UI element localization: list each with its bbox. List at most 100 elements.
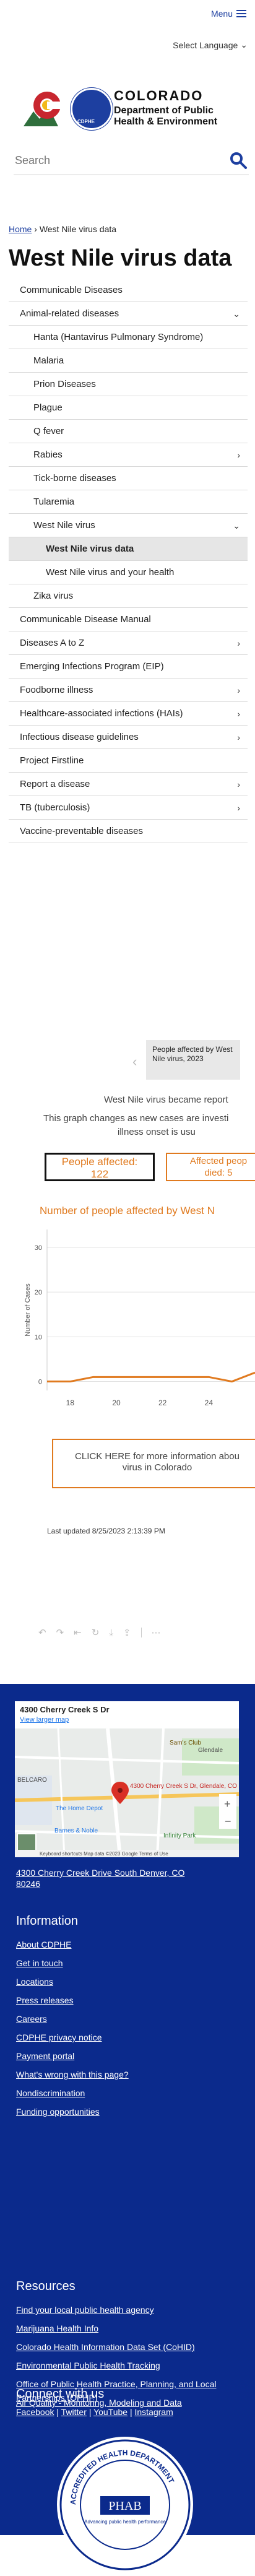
sidebar-item[interactable]: Vaccine-preventable diseases: [9, 820, 248, 843]
revert-icon[interactable]: ⇤: [74, 1628, 82, 1638]
sidebar-item[interactable]: Zika virus: [9, 584, 248, 608]
sidebar-item-label: West Nile virus: [33, 520, 95, 531]
sidebar-item[interactable]: Plague: [9, 396, 248, 420]
footer-information-link[interactable]: Funding opportunities: [16, 2107, 100, 2117]
chevron-right-icon[interactable]: ›: [237, 803, 240, 813]
social-link[interactable]: Facebook: [16, 2407, 54, 2417]
sidebar-item[interactable]: Q fever: [9, 420, 248, 443]
footer-resource-link[interactable]: Colorado Health Information Data Set (Co…: [16, 2342, 195, 2352]
resources-heading: Resources: [16, 2279, 76, 2293]
logo-line2: Department of Public Health & Environment: [114, 105, 218, 127]
cdphe-logo[interactable]: CDPHE COLORADO Department of Public Healt…: [14, 88, 249, 131]
chevron-right-icon[interactable]: ›: [237, 732, 240, 742]
sidebar-item[interactable]: Prion Diseases: [9, 373, 248, 396]
sidebar-item[interactable]: Report a disease ›: [9, 773, 248, 796]
footer-information-link[interactable]: CDPHE privacy notice: [16, 2032, 102, 2042]
footer-resource-link[interactable]: Office of Public Health Practice, Planni…: [16, 2379, 217, 2403]
intro-text-1: West Nile virus became report: [104, 1095, 228, 1105]
chevron-right-icon[interactable]: ›: [237, 709, 240, 719]
sidebar-item[interactable]: Healthcare-associated infections (HAIs) ›: [9, 702, 248, 726]
view-larger-map-link[interactable]: View larger map: [20, 1716, 69, 1724]
phab-accreditation-seal: ACCREDITED HEALTH DEPARTMENT PHAB Advanc…: [57, 2437, 193, 2573]
breadcrumb-separator: ›: [34, 224, 37, 234]
breadcrumb-current: West Nile virus data: [39, 224, 117, 234]
sidebar-item-label: Emerging Infections Program (EIP): [20, 661, 164, 672]
x-tick-label: 22: [158, 1399, 167, 1407]
more-icon[interactable]: ⋯: [151, 1628, 161, 1638]
sidebar-item[interactable]: Tularemia: [9, 490, 248, 514]
breadcrumb-home-link[interactable]: Home: [9, 224, 32, 234]
sidebar-item[interactable]: Foodborne illness ›: [9, 679, 248, 702]
sidebar-item[interactable]: Tick-borne diseases: [9, 467, 248, 490]
sidebar-item-label: TB (tuberculosis): [20, 802, 90, 813]
chevron-right-icon[interactable]: ›: [237, 638, 240, 648]
sidebar-item[interactable]: Hanta (Hantavirus Pulmonary Syndrome): [9, 326, 248, 349]
series-line: [47, 1371, 255, 1383]
sidebar-item[interactable]: Malaria: [9, 349, 248, 373]
map-pin-label: 4300 Cherry Creek S Dr, Glendale, CO 802…: [130, 1783, 239, 1790]
chevron-right-icon[interactable]: ›: [237, 685, 240, 695]
footer-resource-link[interactable]: Air Quality - Monitoring, Modeling and D…: [16, 2398, 182, 2408]
sidebar-item[interactable]: Project Firstline: [9, 749, 248, 773]
sidebar-item-label: Communicable Disease Manual: [20, 614, 151, 625]
breadcrumb: Home › West Nile virus data: [9, 224, 116, 234]
footer-information-link[interactable]: What's wrong with this page?: [16, 2070, 129, 2079]
resources-links: Find your local public health agency Mari…: [16, 2303, 255, 2414]
address-link[interactable]: 4300 Cherry Creek Drive South Denver, CO…: [16, 1868, 185, 1889]
google-map[interactable]: Sam's Club Glendale The Home Depot BELCA…: [15, 1701, 239, 1857]
chevron-right-icon[interactable]: ›: [237, 450, 240, 460]
social-link[interactable]: Twitter: [61, 2407, 87, 2417]
chevron-down-icon[interactable]: ⌄: [233, 309, 240, 319]
sidebar-item[interactable]: Emerging Infections Program (EIP): [9, 655, 248, 679]
language-select[interactable]: Select Language ⌄: [173, 40, 248, 50]
sidebar-item-label: Plague: [33, 402, 63, 413]
menu-button[interactable]: Menu: [211, 9, 246, 19]
footer-information-link[interactable]: Get in touch: [16, 1958, 63, 1968]
search-input[interactable]: [14, 154, 220, 168]
tooltip: People affected by West Nile virus, 2023: [146, 1040, 240, 1080]
undo-icon[interactable]: ↶: [38, 1628, 46, 1638]
sidebar-item[interactable]: West Nile virus data: [9, 537, 248, 561]
download-icon[interactable]: ⤓: [109, 1627, 113, 1638]
search-icon[interactable]: [229, 151, 248, 170]
colorado-c-icon: [24, 92, 62, 126]
footer-information-link[interactable]: About CDPHE: [16, 1940, 72, 1949]
footer-information-link[interactable]: Press releases: [16, 1995, 74, 2005]
sidebar-item[interactable]: Rabies ›: [9, 443, 248, 467]
footer-resource-link[interactable]: Environmental Public Health Tracking: [16, 2361, 160, 2370]
footer-resource-link[interactable]: Marijuana Health Info: [16, 2323, 99, 2333]
chart-title: Number of people affected by West N: [40, 1205, 215, 1216]
side-nav: Communicable Diseases Animal-related dise…: [9, 279, 248, 843]
sidebar-item[interactable]: Infectious disease guidelines ›: [9, 726, 248, 749]
social-link[interactable]: YouTube: [93, 2407, 128, 2417]
zoom-in-icon: +: [224, 1798, 231, 1810]
stat-people-affected[interactable]: People affected: 122: [45, 1153, 155, 1181]
chevron-down-icon: ⌄: [240, 40, 248, 50]
more-info-button[interactable]: CLICK HERE for more information abou vir…: [52, 1439, 255, 1488]
map-label: Infinity Park: [163, 1832, 196, 1839]
sidebar-item[interactable]: Communicable Disease Manual: [9, 608, 248, 631]
sidebar-item[interactable]: West Nile virus and your health: [9, 561, 248, 584]
map-address: 4300 Cherry Creek S Dr: [20, 1705, 110, 1714]
information-links: About CDPHE Get in touch Locations Press re…: [16, 1938, 129, 2123]
footer-information-link[interactable]: Payment portal: [16, 2051, 75, 2061]
sidebar-item[interactable]: West Nile virus ⌄: [9, 514, 248, 537]
redo-icon[interactable]: ↷: [56, 1628, 64, 1638]
chevron-down-icon[interactable]: ⌄: [233, 521, 240, 531]
sidebar-item[interactable]: TB (tuberculosis) ›: [9, 796, 248, 820]
zoom-out-icon: −: [225, 1815, 231, 1828]
sidebar-item[interactable]: Animal-related diseases ⌄: [9, 302, 248, 326]
social-link[interactable]: Instagram: [134, 2407, 173, 2417]
menu-label: Menu: [210, 9, 233, 19]
sidebar-item[interactable]: Communicable Diseases: [9, 279, 248, 302]
chevron-right-icon[interactable]: ›: [237, 779, 240, 789]
footer-information-link[interactable]: Careers: [16, 2014, 47, 2024]
share-icon[interactable]: ⇪: [123, 1628, 131, 1638]
footer-information-link[interactable]: Locations: [16, 1977, 53, 1987]
footer-resource-link[interactable]: Find your local public health agency: [16, 2305, 154, 2315]
refresh-icon[interactable]: ↻: [91, 1628, 100, 1638]
stat-people-died[interactable]: Affected peop died: 5: [166, 1153, 255, 1181]
sidebar-item[interactable]: Diseases A to Z ›: [9, 631, 248, 655]
footer-information-link[interactable]: Nondiscrimination: [16, 2088, 85, 2098]
sidebar-item-label: Infectious disease guidelines: [20, 732, 139, 742]
